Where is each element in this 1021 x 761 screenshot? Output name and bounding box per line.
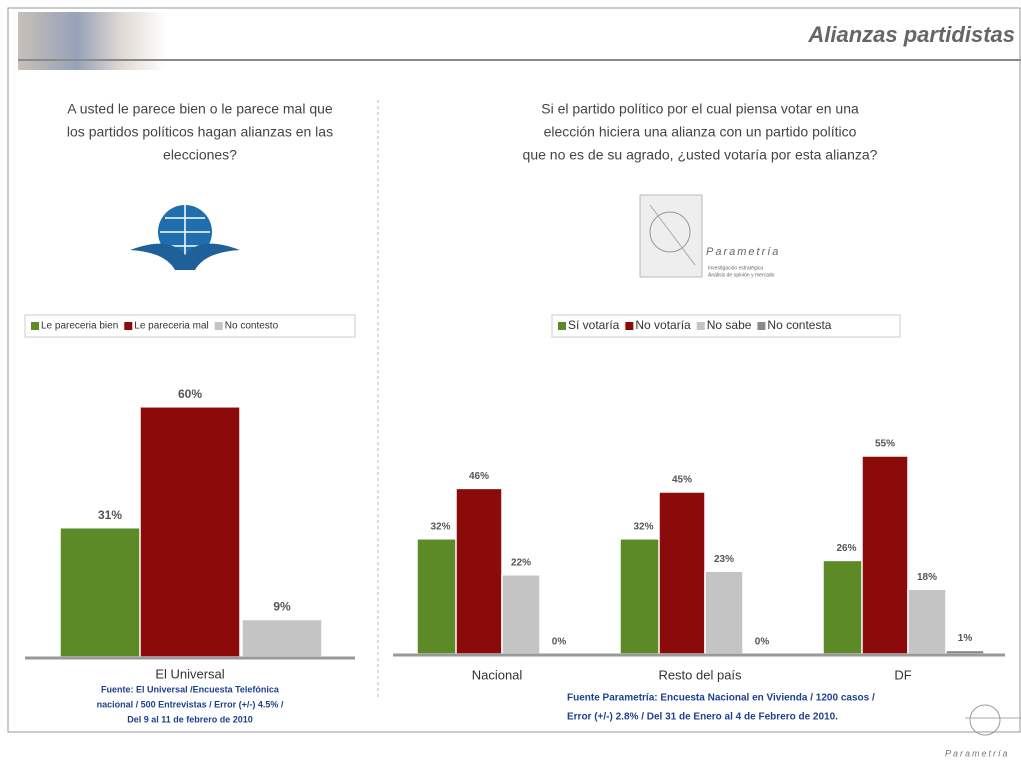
legend-label: No contesta bbox=[767, 318, 831, 332]
value-label: 55% bbox=[875, 439, 895, 450]
value-label: 45% bbox=[672, 475, 692, 486]
legend-box bbox=[24, 314, 356, 338]
chart-title: Si el partido político por el cual piens… bbox=[541, 101, 859, 117]
bar bbox=[861, 455, 909, 655]
value-label: 32% bbox=[633, 521, 653, 532]
chart-title: los partidos políticos hagan alianzas en… bbox=[67, 124, 333, 140]
value-label: 31% bbox=[98, 508, 122, 522]
parametria-logo: Parametría Investigación estratégica Aná… bbox=[639, 194, 780, 278]
source-note: nacional / 500 Entrevistas / Error (+/-)… bbox=[97, 699, 284, 709]
legend-swatch bbox=[214, 322, 223, 330]
bar bbox=[658, 491, 706, 655]
legend-label: No sabe bbox=[707, 318, 752, 332]
bar bbox=[501, 574, 541, 655]
chart-title: elecciones? bbox=[163, 147, 237, 163]
source-note: Fuente: El Universal /Encuesta Telefónic… bbox=[101, 684, 280, 694]
legend-swatch bbox=[558, 322, 566, 330]
bar bbox=[945, 649, 985, 655]
legend-box bbox=[551, 314, 901, 338]
header-photo bbox=[18, 12, 166, 70]
parametria-tagline: Análisis de opinión y mercado bbox=[708, 272, 775, 278]
x-tick-label: Resto del país bbox=[658, 667, 742, 682]
x-tick-label: El Universal bbox=[155, 666, 224, 681]
header-title: Alianzas partidistas bbox=[807, 22, 1015, 47]
footer-logo: Parametría bbox=[945, 704, 1021, 758]
value-label: 1% bbox=[958, 633, 973, 644]
legend-label: Le pareceria bien bbox=[41, 321, 118, 332]
value-label: 0% bbox=[755, 637, 770, 648]
bar bbox=[704, 570, 744, 655]
value-label: 46% bbox=[469, 471, 489, 482]
x-tick-label: Nacional bbox=[472, 667, 523, 682]
x-tick-label: DF bbox=[894, 667, 911, 682]
legend-swatch bbox=[757, 322, 766, 330]
value-label: 22% bbox=[511, 557, 531, 568]
value-label: 23% bbox=[714, 554, 734, 565]
bar bbox=[241, 618, 323, 658]
source-note: Del 9 al 11 de febrero de 2010 bbox=[127, 714, 253, 724]
chart-title: A usted le parece bien o le parece mal q… bbox=[67, 101, 333, 117]
el-universal-logo bbox=[130, 205, 240, 270]
bar bbox=[907, 588, 947, 655]
value-label: 60% bbox=[178, 387, 202, 401]
parametria-name: Parametría bbox=[706, 246, 780, 258]
legend-label: Sí votaría bbox=[568, 318, 620, 332]
value-label: 32% bbox=[430, 521, 450, 532]
legend-swatch bbox=[625, 322, 634, 330]
footer-logo-text: Parametría bbox=[945, 748, 1010, 758]
chart-title: elección hiciera una alianza con un part… bbox=[544, 124, 857, 140]
legend-swatch bbox=[31, 322, 39, 330]
value-label: 0% bbox=[552, 637, 567, 648]
parametria-tagline: Investigación estratégica bbox=[708, 265, 763, 271]
value-label: 9% bbox=[273, 600, 291, 614]
chart-title: que no es de su agrado, ¿usted votaría p… bbox=[523, 147, 878, 163]
source-note: Fuente Parametría: Encuesta Nacional en … bbox=[567, 693, 875, 704]
value-label: 26% bbox=[836, 543, 856, 554]
legend-swatch bbox=[696, 322, 705, 330]
source-note: Error (+/-) 2.8% / Del 31 de Enero al 4 … bbox=[567, 712, 838, 723]
legend-label: No contesto bbox=[225, 321, 279, 332]
slide-frame bbox=[7, 7, 1021, 733]
legend-label: No votaría bbox=[635, 318, 691, 332]
legend-swatch bbox=[124, 322, 133, 330]
bar bbox=[139, 406, 241, 658]
value-label: 18% bbox=[917, 572, 937, 583]
bar bbox=[455, 487, 503, 655]
legend-label: Le pareceria mal bbox=[134, 321, 208, 332]
